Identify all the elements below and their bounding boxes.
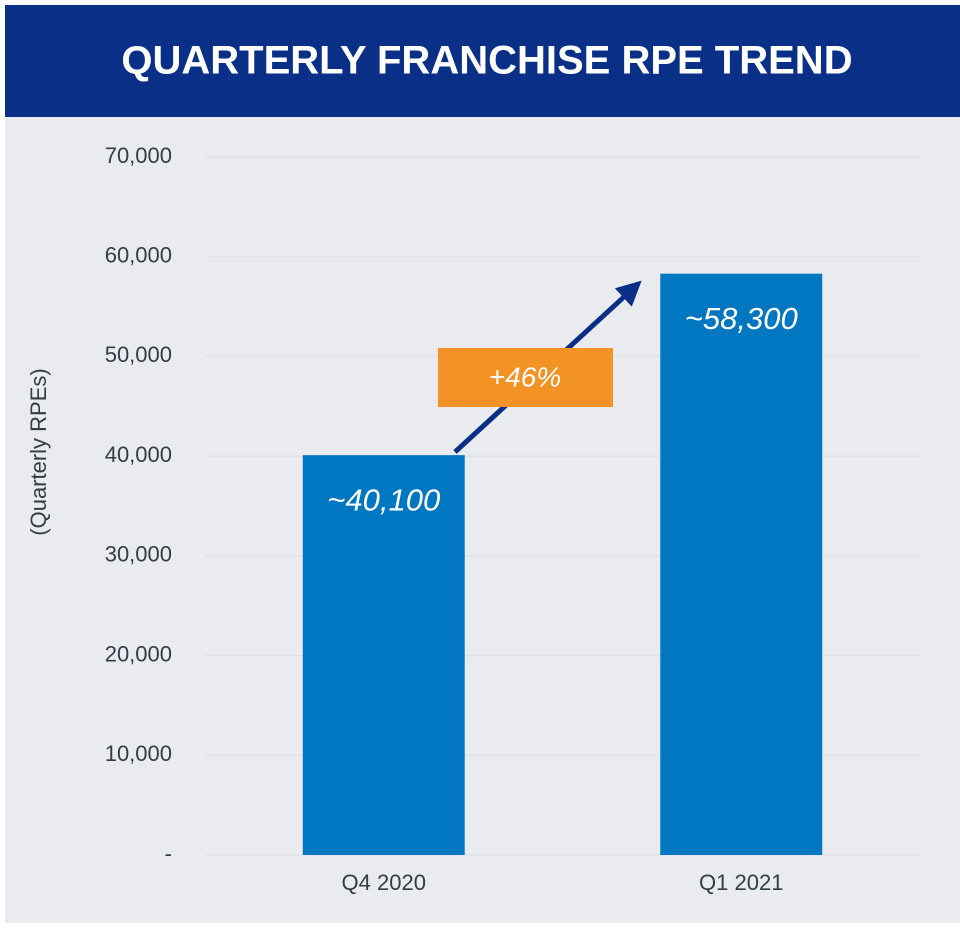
y-tick-label: 40,000 [105,442,172,467]
plot-area: - 10,000 20,000 30,000 40,000 50,000 60,000 70,… [105,143,920,895]
annotation-box [438,348,613,407]
chart-title: QUARTERLY FRANCHISE RPE TREND [121,39,852,83]
data-label: ~58,300 [685,301,798,336]
y-tick-label: - [165,841,172,866]
header [5,5,960,117]
y-tick-label: 10,000 [105,741,172,766]
data-label: ~40,100 [327,482,440,517]
y-axis-label: (Quarterly RPEs) [26,368,51,535]
bar [302,455,465,855]
y-tick-label: 30,000 [105,542,172,567]
y-tick-label: 60,000 [105,243,172,268]
x-tick-label: Q1 2021 [699,870,783,895]
bar [660,273,823,855]
y-tick-label: 70,000 [105,143,172,168]
annotation: +46% [489,361,561,392]
y-tick-label: 50,000 [105,342,172,367]
x-tick-label: Q4 2020 [342,870,426,895]
y-tick-label: 20,000 [105,641,172,666]
